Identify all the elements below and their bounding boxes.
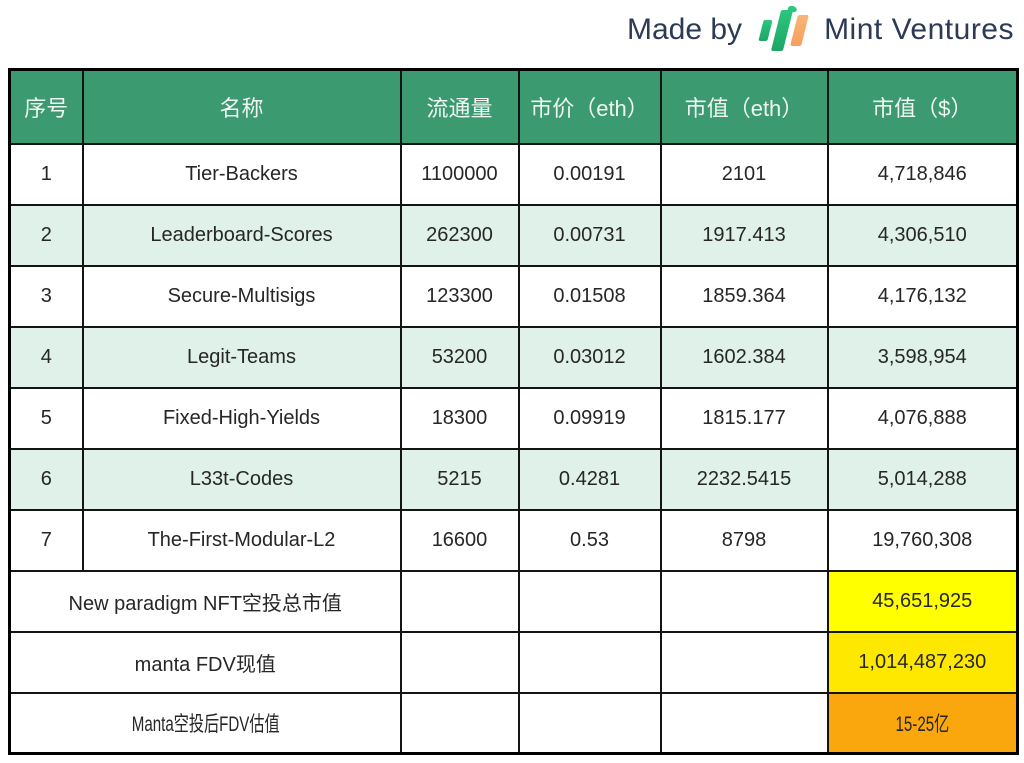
column-header-5: 市值（$） bbox=[826, 68, 1019, 145]
cell-price: 0.00191 bbox=[517, 142, 662, 206]
column-header-3: 市价（eth） bbox=[517, 68, 662, 145]
mint-ventures-logo-icon bbox=[758, 4, 809, 54]
empty-cell bbox=[517, 569, 662, 633]
cell-cap_eth: 2232.5415 bbox=[659, 447, 829, 511]
brand-header: Made by Mint Ventures bbox=[627, 4, 1014, 56]
cell-name: Leaderboard-Scores bbox=[81, 203, 402, 267]
table-row: 1 Tier-Backers 1100000 0.00191 2101 4,718,846 bbox=[8, 142, 1019, 206]
column-header-2: 流通量 bbox=[399, 68, 520, 145]
cell-no: 7 bbox=[8, 508, 84, 572]
cell-cap_eth: 8798 bbox=[659, 508, 829, 572]
summary-row: manta FDV现值 1,014,487,230 bbox=[8, 630, 1019, 694]
cell-supply: 123300 bbox=[399, 264, 520, 328]
cell-supply: 53200 bbox=[399, 325, 520, 389]
cell-cap_eth: 1917.413 bbox=[659, 203, 829, 267]
cell-cap_usd: 4,306,510 bbox=[826, 203, 1019, 267]
column-header-4: 市值（eth） bbox=[659, 68, 829, 145]
summary-row: New paradigm NFT空投总市值 45,651,925 bbox=[8, 569, 1019, 633]
summary-value-highlighted: 1,014,487,230 bbox=[826, 630, 1019, 694]
cell-cap_eth: 2101 bbox=[659, 142, 829, 206]
empty-cell bbox=[399, 630, 520, 694]
table-row: 6 L33t-Codes 5215 0.4281 2232.5415 5,014,288 bbox=[8, 447, 1019, 511]
cell-name: Fixed-High-Yields bbox=[81, 386, 402, 450]
cell-price: 0.00731 bbox=[517, 203, 662, 267]
cell-name: The-First-Modular-L2 bbox=[81, 508, 402, 572]
cell-price: 0.4281 bbox=[517, 447, 662, 511]
table-row: 4 Legit-Teams 53200 0.03012 1602.384 3,598,95… bbox=[8, 325, 1019, 389]
summary-value-highlighted: 45,651,925 bbox=[826, 569, 1019, 633]
cell-supply: 5215 bbox=[399, 447, 520, 511]
header-row: 序号 名称 流通量 市价（eth） 市值（eth） 市值（$） bbox=[8, 68, 1019, 145]
table-row: 3 Secure-Multisigs 123300 0.01508 1859.364 4,… bbox=[8, 264, 1019, 328]
cell-no: 3 bbox=[8, 264, 84, 328]
cell-name: L33t-Codes bbox=[81, 447, 402, 511]
empty-cell bbox=[517, 630, 662, 694]
cell-supply: 16600 bbox=[399, 508, 520, 572]
table-body: 1 Tier-Backers 1100000 0.00191 2101 4,718,846… bbox=[8, 142, 1019, 755]
empty-cell bbox=[517, 691, 662, 755]
cell-price: 0.01508 bbox=[517, 264, 662, 328]
cell-cap_usd: 5,014,288 bbox=[826, 447, 1019, 511]
cell-supply: 18300 bbox=[399, 386, 520, 450]
empty-cell bbox=[399, 691, 520, 755]
cell-cap_usd: 4,076,888 bbox=[826, 386, 1019, 450]
cell-name: Legit-Teams bbox=[81, 325, 402, 389]
column-header-1: 名称 bbox=[81, 68, 402, 145]
cell-name: Tier-Backers bbox=[81, 142, 402, 206]
cell-price: 0.03012 bbox=[517, 325, 662, 389]
cell-no: 2 bbox=[8, 203, 84, 267]
table-row: 7 The-First-Modular-L2 16600 0.53 8798 19,760… bbox=[8, 508, 1019, 572]
made-by-text: Made by bbox=[626, 13, 743, 46]
empty-cell bbox=[659, 691, 829, 755]
cell-cap_usd: 4,176,132 bbox=[826, 264, 1019, 328]
cell-no: 1 bbox=[8, 142, 84, 206]
empty-cell bbox=[659, 630, 829, 694]
column-header-0: 序号 bbox=[8, 68, 84, 145]
table-row: 5 Fixed-High-Yields 18300 0.09919 1815.177 4,… bbox=[8, 386, 1019, 450]
cell-name: Secure-Multisigs bbox=[81, 264, 402, 328]
cell-price: 0.53 bbox=[517, 508, 662, 572]
cell-cap_eth: 1859.364 bbox=[659, 264, 829, 328]
summary-row: Manta空投后FDV估值 15-25亿 bbox=[8, 691, 1019, 755]
cell-price: 0.09919 bbox=[517, 386, 662, 450]
cell-supply: 262300 bbox=[399, 203, 520, 267]
summary-label: Manta空投后FDV估值 bbox=[8, 691, 402, 755]
cell-supply: 1100000 bbox=[399, 142, 520, 206]
summary-label: New paradigm NFT空投总市值 bbox=[8, 569, 402, 633]
cell-cap_eth: 1602.384 bbox=[659, 325, 829, 389]
cell-no: 6 bbox=[8, 447, 84, 511]
brand-name-text: Mint Ventures bbox=[824, 13, 1014, 46]
cell-cap_usd: 19,760,308 bbox=[826, 508, 1019, 572]
table-row: 2 Leaderboard-Scores 262300 0.00731 1917.413… bbox=[8, 203, 1019, 267]
cell-no: 4 bbox=[8, 325, 84, 389]
cell-no: 5 bbox=[8, 386, 84, 450]
cell-cap_eth: 1815.177 bbox=[659, 386, 829, 450]
empty-cell bbox=[399, 569, 520, 633]
cell-cap_usd: 4,718,846 bbox=[826, 142, 1019, 206]
summary-label: manta FDV现值 bbox=[8, 630, 402, 694]
empty-cell bbox=[659, 569, 829, 633]
summary-value-highlighted: 15-25亿 bbox=[826, 691, 1019, 755]
cell-cap_usd: 3,598,954 bbox=[826, 325, 1019, 389]
nft-valuation-table: 序号 名称 流通量 市价（eth） 市值（eth） 市值（$） 1 Tier-Backers… bbox=[8, 68, 1019, 755]
